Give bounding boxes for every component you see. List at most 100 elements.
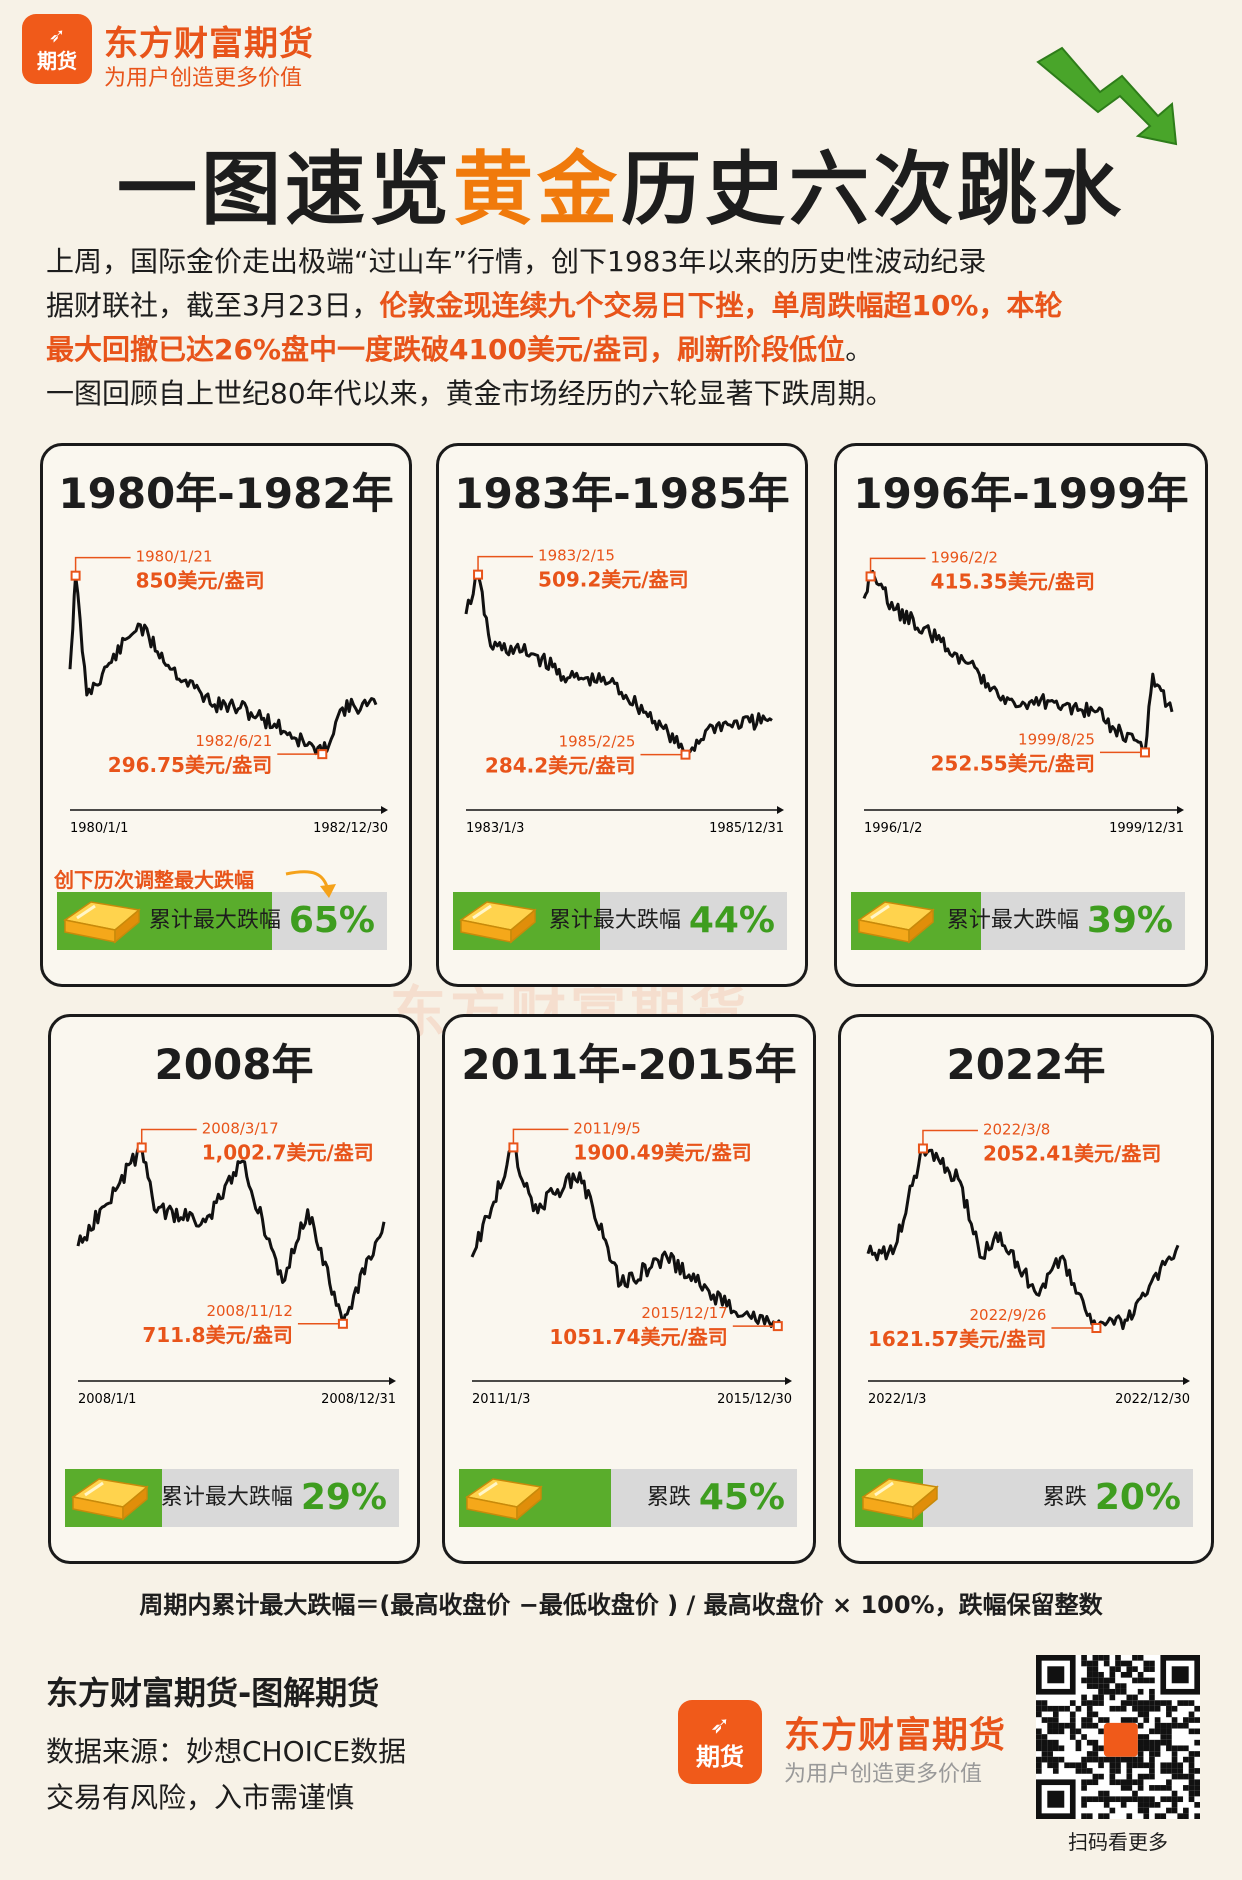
- decline-bar-label-group: 累跌 45%: [647, 1469, 785, 1527]
- brand-slogan: 为用户创造更多价值: [104, 66, 303, 91]
- high-leader-line: [869, 557, 926, 573]
- x-tick-end: 1985/12/31: [709, 821, 784, 836]
- callout-arrow-icon: [285, 870, 336, 898]
- price-chart: 1980/1/21 850美元/盎司 1982/6/21 296.75美元/盎司 198…: [68, 548, 388, 836]
- decline-label: 累跌: [646, 1485, 691, 1510]
- panel-title: 1996年-1999年: [853, 469, 1189, 518]
- low-date-label: 1982/6/21: [195, 732, 272, 750]
- decline-percent: 45%: [698, 1477, 785, 1518]
- gold-bar-icon: [71, 1478, 149, 1521]
- high-point-marker: [917, 1143, 928, 1154]
- price-chart: 1983/2/15 509.2美元/盎司 1985/2/25 284.2美元/盎司 19…: [464, 547, 784, 836]
- qr-caption: 扫码看更多: [1068, 1830, 1168, 1854]
- high-date-label: 2011/9/5: [573, 1119, 640, 1137]
- price-line: [76, 1142, 386, 1326]
- x-tick-end: 1999/12/31: [1109, 821, 1184, 836]
- decline-bar-label-group: 累计最大跌幅 65%: [149, 892, 375, 950]
- panel-title: 2022年: [946, 1040, 1106, 1089]
- panel-title: 2011年-2015年: [461, 1040, 797, 1089]
- intro-line4: 一图回顾自上世纪80年代以来，黄金市场经历的六轮显著下跌周期。: [46, 377, 894, 410]
- decline-percent: 44%: [688, 900, 775, 941]
- intro-line3-highlight: 最大回撤已达26%盘中一度跌破4100美元/盎司，刷新阶段低位: [46, 333, 846, 366]
- decline-bar-label-group: 累计最大跌幅 29%: [161, 1469, 387, 1527]
- low-point-marker: [1139, 747, 1150, 758]
- qr-code[interactable]: [1036, 1655, 1200, 1819]
- x-tick-end: 2015/12/30: [717, 1392, 792, 1407]
- qr-pattern: [1036, 1655, 1200, 1819]
- panel-5: 2011年-2015年 2011/9/5 1900.49美元/盎司 2015/12/1…: [442, 1014, 816, 1564]
- panel-title: 1980年-1982年: [58, 469, 394, 518]
- high-price-label: 850美元/盎司: [136, 569, 265, 593]
- brand-name: 东方财富期货: [104, 24, 314, 64]
- decline-percent: 65%: [288, 900, 375, 941]
- decline-label: 累计最大跌幅: [160, 1485, 293, 1510]
- intro-line3-suffix: 。: [845, 333, 874, 366]
- gold-bar-icon: [857, 901, 935, 944]
- price-chart: 2011/9/5 1900.49美元/盎司 2015/12/17 1051.74美元/…: [470, 1119, 792, 1407]
- panel-title: 2008年: [154, 1040, 314, 1089]
- footer-logo: ➶ 期货: [678, 1700, 762, 1784]
- intro-line2: 据财联社，截至3月23日，伦敦金现连续九个交易日下挫，单周跌幅超10%，本轮: [46, 284, 1206, 328]
- low-price-label: 252.55美元/盎司: [930, 751, 1094, 775]
- low-price-label: 1051.74美元/盎司: [549, 1325, 727, 1349]
- x-axis-arrow-icon: [389, 1377, 396, 1385]
- low-date-label: 2022/9/26: [969, 1306, 1046, 1324]
- low-point-marker: [1091, 1323, 1102, 1334]
- x-tick-end: 1982/12/30: [313, 821, 388, 836]
- down-trend-arrow-icon: [1036, 46, 1178, 146]
- decline-label: 累计最大跌幅: [946, 908, 1079, 933]
- high-leader-line: [512, 1128, 569, 1144]
- high-price-label: 2052.41美元/盎司: [983, 1141, 1161, 1165]
- price-chart: 2022/3/8 2052.41美元/盎司 2022/9/26 1621.57美元/盎…: [866, 1120, 1190, 1407]
- x-tick-end: 2022/12/30: [1115, 1392, 1190, 1407]
- x-tick-start: 2008/1/1: [78, 1392, 136, 1407]
- price-line: [862, 569, 1174, 754]
- x-axis-arrow-icon: [777, 806, 784, 814]
- low-point-marker: [680, 749, 691, 760]
- low-price-label: 284.2美元/盎司: [485, 754, 636, 778]
- high-date-label: 2022/3/8: [983, 1120, 1050, 1138]
- formula-note: 周期内累计最大跌幅＝(最高收盘价 −最低收盘价 ) / 最高收盘价 × 100%…: [139, 1591, 1103, 1619]
- panel-3: 1996年-1999年 1996/2/2 415.35美元/盎司 1999/8/25 2…: [834, 443, 1208, 987]
- intro-text: 上周，国际金价走出极端“过山车”行情，创下1983年以来的历史性波动纪录 据财联…: [46, 240, 1206, 416]
- x-tick-start: 2011/1/3: [472, 1392, 530, 1407]
- high-leader-line: [140, 1128, 197, 1144]
- callout-label: 创下历次调整最大跌幅: [54, 868, 254, 892]
- x-tick-start: 1980/1/1: [70, 821, 128, 836]
- title-highlight: 黄金: [453, 143, 621, 236]
- title-part2: 历史六次跳水: [621, 143, 1125, 236]
- high-price-label: 1900.49美元/盎司: [573, 1140, 751, 1164]
- decline-percent: 29%: [300, 1477, 387, 1518]
- brand-logo: ➶ 期货: [22, 14, 92, 84]
- low-date-label: 1999/8/25: [1018, 730, 1095, 748]
- high-point-marker: [136, 1142, 147, 1153]
- footer-series: 东方财富期货-图解期货: [46, 1674, 380, 1712]
- x-tick-end: 2008/12/31: [321, 1392, 396, 1407]
- high-price-label: 1,002.7美元/盎司: [202, 1140, 374, 1164]
- decline-percent: 20%: [1094, 1477, 1181, 1518]
- decline-bar-label-group: 累跌 20%: [1043, 1469, 1181, 1527]
- intro-line2-prefix: 据财联社，截至3月23日，: [46, 289, 380, 322]
- low-date-label: 2008/11/12: [206, 1302, 292, 1320]
- low-date-label: 2015/12/17: [641, 1304, 727, 1322]
- decline-label: 累跌: [1042, 1485, 1087, 1510]
- decline-bar-label-group: 累计最大跌幅 44%: [549, 892, 775, 950]
- price-line: [68, 574, 378, 756]
- footer-logo-text: 期货: [696, 1742, 744, 1771]
- high-date-label: 1996/2/2: [931, 548, 998, 566]
- low-date-label: 1985/2/25: [559, 733, 636, 751]
- high-point-marker: [473, 569, 484, 580]
- intro-line3: 最大回撤已达26%盘中一度跌破4100美元/盎司，刷新阶段低位。: [46, 328, 1206, 372]
- price-line: [470, 1145, 782, 1331]
- x-tick-start: 1983/1/3: [466, 821, 524, 836]
- low-price-label: 296.75美元/盎司: [108, 753, 272, 777]
- price-line: [866, 1147, 1180, 1331]
- price-line: [464, 573, 773, 757]
- intro-line1: 上周，国际金价走出极端“过山车”行情，创下1983年以来的历史性波动纪录: [46, 245, 987, 278]
- intro-line2-highlight: 伦敦金现连续九个交易日下挫，单周跌幅超10%，本轮: [379, 289, 1063, 322]
- low-point-marker: [337, 1318, 348, 1329]
- high-leader-line: [477, 555, 534, 571]
- panel-1: 1980年-1982年 1980/1/21 850美元/盎司 1982/6/21 296…: [40, 443, 412, 987]
- page-title: 一图速览黄金历史六次跳水: [0, 125, 1242, 241]
- logo-leaf-icon: ➶: [48, 22, 66, 47]
